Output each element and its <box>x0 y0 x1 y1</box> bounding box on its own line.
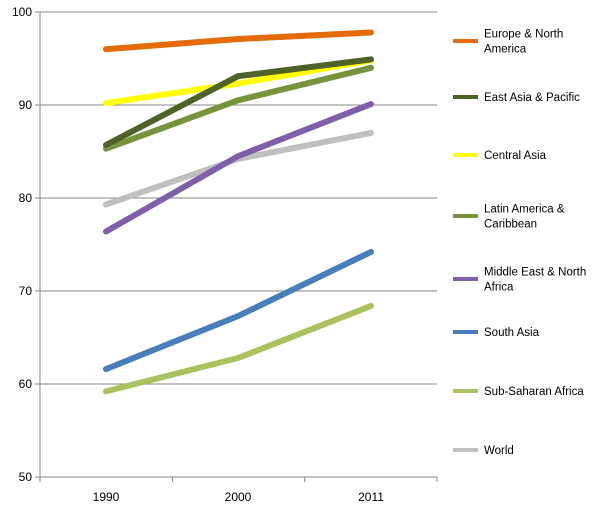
axes <box>39 12 437 478</box>
legend-label: Caribbean <box>484 219 537 231</box>
y-tick-label: 90 <box>19 98 33 112</box>
series-line-europe-north-america <box>103 29 374 53</box>
legend-item-east-asia-pacific: East Asia & Pacific <box>453 92 580 104</box>
legend-label: South Asia <box>484 327 540 339</box>
legend-label: World <box>484 445 514 457</box>
x-tick-label-2000: 2000 <box>225 490 252 504</box>
legend-label: Central Asia <box>484 150 547 162</box>
series-line-latin-america-caribbean <box>103 64 374 152</box>
series-line-middle-east-north-africa <box>103 101 374 235</box>
legend-label: Africa <box>484 282 514 294</box>
series-line-sub-saharan-africa <box>103 302 374 395</box>
legend-item-central-asia: Central Asia <box>453 150 547 162</box>
legend-item-world: World <box>453 445 514 457</box>
series-line-central-asia <box>103 57 374 107</box>
series-line-east-asia-pacific <box>103 56 374 148</box>
legend-label: Europe & North <box>484 29 563 41</box>
legend-label: East Asia & Pacific <box>484 92 580 104</box>
y-tick-label: 70 <box>19 284 33 298</box>
y-tick-label: 50 <box>19 470 33 484</box>
legend-label: Sub-Saharan Africa <box>484 386 584 398</box>
legend-label: America <box>484 44 527 56</box>
legend-label: Latin America & <box>484 204 565 216</box>
legend: Europe & North America East Asia & Pacific… <box>453 29 586 457</box>
series-line-south-asia <box>103 248 374 373</box>
y-tick-label: 60 <box>19 377 33 391</box>
gridlines <box>40 11 437 385</box>
x-tick-label-1990: 1990 <box>93 490 120 504</box>
legend-item-south-asia: South Asia <box>453 327 540 339</box>
y-tick-label: 80 <box>19 191 33 205</box>
series-lines <box>103 29 374 395</box>
legend-item-sub-saharan-africa: Sub-Saharan Africa <box>453 386 584 398</box>
y-axis-ticks: 50 60 70 80 90 100 <box>12 5 40 484</box>
series-line-world <box>103 129 374 208</box>
x-tick-label-2011: 2011 <box>358 490 384 504</box>
legend-label: Middle East & North <box>484 267 586 279</box>
x-axis-ticks: 1990 2000 2011 <box>39 477 438 504</box>
legend-item-middle-east-north-africa: Middle East & North Africa <box>453 267 586 294</box>
y-tick-label: 100 <box>12 5 32 19</box>
legend-item-latin-america-caribbean: Latin America & Caribbean <box>453 204 565 231</box>
legend-item-europe-north-america: Europe & North America <box>453 29 563 56</box>
